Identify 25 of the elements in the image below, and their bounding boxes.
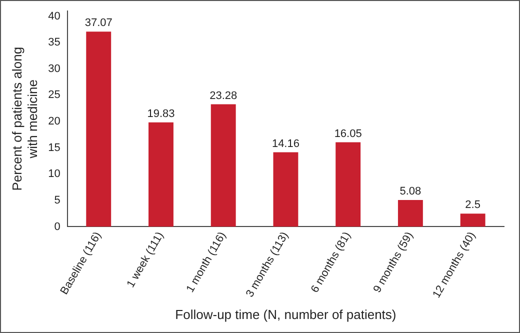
y-tick-label: 5	[54, 194, 60, 206]
bar	[86, 32, 112, 227]
data-label: 14.16	[272, 138, 300, 150]
bar	[273, 152, 298, 227]
y-tick-label: 30	[48, 62, 60, 75]
bar	[336, 142, 361, 227]
y-tick-label: 0	[54, 220, 60, 233]
data-label: 23.28	[210, 90, 238, 102]
y-axis-title: Percent of patients along with medicine	[9, 46, 40, 191]
y-tick-label: 15	[48, 142, 60, 154]
data-label: 2.5	[465, 199, 480, 212]
bar	[210, 104, 236, 227]
bar	[460, 214, 486, 227]
data-label: 19.83	[147, 108, 175, 120]
bar	[148, 122, 174, 227]
y-tick-label: 40	[48, 10, 60, 22]
y-tick-label: 25	[48, 89, 60, 102]
data-label: 16.05	[334, 128, 362, 140]
y-tick-label: 35	[48, 36, 60, 49]
bar	[398, 200, 423, 227]
x-axis-title: Follow-up time (N, number of patients)	[175, 306, 396, 322]
data-label: 5.08	[400, 186, 422, 198]
data-label: 37.07	[84, 17, 112, 30]
y-tick-label: 10	[48, 168, 60, 180]
y-tick-label: 20	[48, 116, 60, 128]
